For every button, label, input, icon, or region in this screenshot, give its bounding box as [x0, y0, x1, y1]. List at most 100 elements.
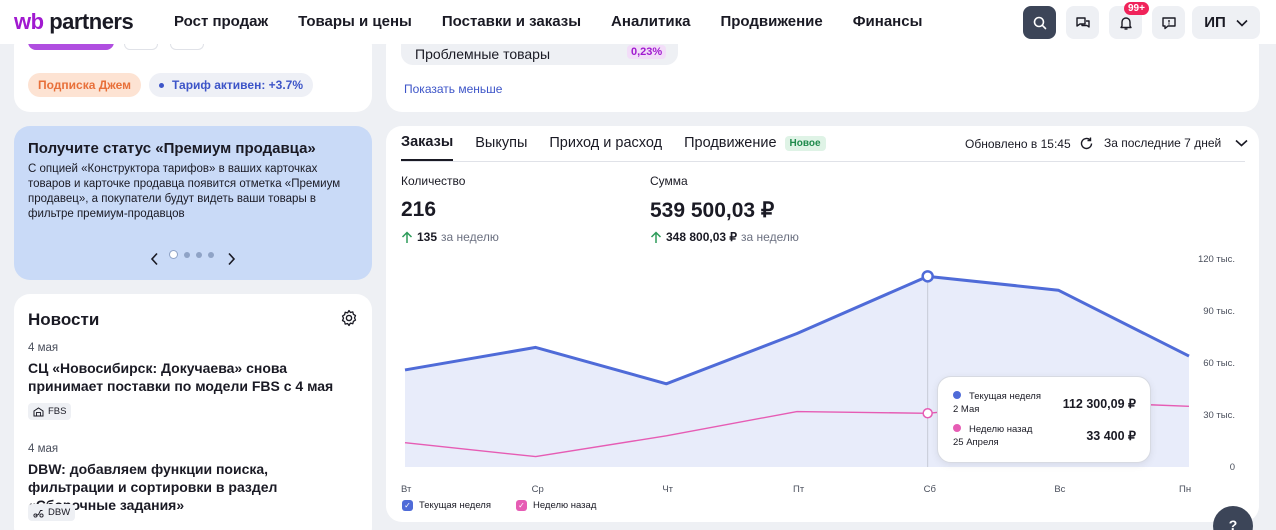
question-icon: ? [1228, 517, 1238, 530]
legend-current-label: Текущая неделя [419, 500, 491, 511]
tab-orders[interactable]: Заказы [401, 134, 454, 161]
new-badge: Новое [784, 136, 826, 151]
carousel-dot[interactable] [196, 251, 202, 258]
news-tag: FBS [28, 403, 72, 420]
problem-goods-label: Проблемные товары [415, 46, 551, 62]
y-tick-label: 60 тыс. [1203, 358, 1235, 369]
tooltip-current-date: 2 Мая [953, 404, 980, 415]
search-button[interactable] [1023, 6, 1056, 39]
chat-icon [1075, 16, 1090, 28]
chat-button[interactable] [1066, 6, 1099, 39]
sum-value: 539 500,03 ₽ [650, 199, 775, 222]
stats-tabs: Заказы Выкупы Приход и расход Продвижени… [401, 134, 826, 161]
feedback-icon [1161, 16, 1176, 29]
status-dot [159, 82, 164, 88]
quantity-value: 216 [401, 198, 437, 221]
refresh-icon[interactable] [1079, 136, 1094, 151]
tab-income-expense[interactable]: Приход и расход [549, 135, 663, 151]
sum-delta: 348 800,03 ₽ за неделю [650, 230, 799, 244]
news-headline[interactable]: DBW: добавляем функции поиска, фильтраци… [28, 461, 278, 513]
user-menu-button[interactable]: ИП [1192, 6, 1260, 39]
y-tick-label: 0 [1230, 462, 1235, 473]
logo-name: partners [49, 9, 134, 34]
y-tick-label: 90 тыс. [1203, 306, 1235, 317]
x-tick-label: Сб [924, 484, 937, 495]
chevron-down-icon [1235, 139, 1248, 147]
checkbox-checked-icon[interactable]: ✓ [402, 500, 413, 511]
gear-icon[interactable] [340, 309, 358, 327]
nav-analytics[interactable]: Аналитика [611, 13, 691, 30]
current-week-line [404, 274, 1190, 386]
news-tag-label: DBW [48, 507, 71, 518]
sum-delta-value: 348 800,03 ₽ [666, 230, 738, 244]
tabs-divider [401, 161, 1245, 162]
x-tick-label: Пн [1179, 484, 1191, 495]
tariff-status-pill: Тариф активен: +3.7% [149, 73, 314, 97]
chevron-right-icon[interactable] [226, 252, 236, 266]
nav-finance[interactable]: Финансы [852, 13, 923, 30]
chevron-left-icon[interactable] [150, 252, 160, 266]
news-headline[interactable]: СЦ «Новосибирск: Докучаева» снова приним… [28, 360, 334, 394]
news-tag: DBW [28, 504, 76, 521]
subscription-pill[interactable]: Подписка Джем [28, 73, 142, 97]
period-value: За последние 7 дней [1104, 136, 1222, 150]
tariff-tab[interactable] [170, 38, 204, 50]
tooltip-previous-name: Неделю назад [969, 424, 1033, 435]
show-less-link[interactable]: Показать меньше [404, 82, 503, 96]
nav-supplies[interactable]: Поставки и заказы [441, 13, 582, 30]
tariff-status-text: Тариф активен: +3.7% [172, 78, 304, 92]
x-tick-label: Чт [662, 484, 673, 495]
carousel-dot[interactable] [208, 251, 214, 258]
orders-stats-card: Заказы Выкупы Приход и расход Продвижени… [386, 126, 1259, 522]
quantity-delta-suffix: за неделю [441, 230, 499, 244]
period-select[interactable]: За последние 7 дней [1104, 136, 1248, 150]
news-date: 4 мая [28, 443, 59, 455]
nav-promotion[interactable]: Продвижение [720, 13, 823, 30]
current-week-marker [921, 270, 934, 283]
tooltip-current-name: Текущая неделя [969, 391, 1041, 402]
problem-goods-value: 0,23% [627, 45, 667, 59]
tooltip-previous-value: 33 400 ₽ [1086, 429, 1136, 443]
x-tick-label: Вс [1054, 484, 1065, 495]
sum-label: Сумма [650, 174, 688, 188]
tooltip-previous-date: 25 Апреля [953, 437, 999, 448]
current-week-dot [953, 391, 961, 399]
x-tick-label: Пт [793, 484, 805, 495]
checkbox-checked-icon[interactable]: ✓ [516, 500, 527, 511]
x-tick-label: Вт [401, 484, 412, 495]
news-card: Новости 4 мая СЦ «Новосибирск: Докучаева… [14, 294, 372, 530]
user-initials: ИП [1204, 14, 1226, 31]
tab-promotion[interactable]: Продвижение [684, 135, 777, 151]
nav-growth[interactable]: Рост продаж [174, 13, 269, 30]
main-nav: Рост продаж Товары и цены Поставки и зак… [174, 13, 922, 30]
updated-text: Обновлено в 15:45 [965, 136, 1071, 151]
carousel-dot[interactable] [184, 251, 190, 258]
legend-current-week[interactable]: ✓ Текущая неделя [402, 500, 491, 511]
scooter-icon [33, 509, 44, 518]
y-tick-label: 30 тыс. [1203, 410, 1235, 421]
promo-text: С опцией «Конструктора тарифов» в ваших … [28, 163, 341, 220]
carousel-dot[interactable] [169, 250, 178, 259]
quantity-label: Количество [401, 174, 466, 188]
carousel-dots [169, 250, 214, 259]
promo-title: Получите статус «Премиум продавца» [28, 140, 316, 157]
news-title: Новости [28, 310, 100, 329]
legend-previous-week[interactable]: ✓ Неделю назад [516, 500, 596, 511]
search-icon [1033, 16, 1046, 29]
tariff-tab[interactable] [124, 38, 158, 50]
warehouse-icon [33, 406, 44, 416]
update-status: Обновлено в 15:45 [965, 136, 1094, 151]
y-tick-label: 120 тыс. [1198, 254, 1235, 265]
nav-products[interactable]: Товары и цены [298, 13, 412, 30]
previous-week-dot [953, 424, 961, 432]
arrow-up-icon [401, 230, 413, 243]
news-date: 4 мая [28, 342, 59, 354]
premium-promo-card[interactable]: Получите статус «Премиум продавца» С опц… [14, 126, 372, 280]
feedback-button[interactable] [1152, 6, 1185, 39]
logo-prefix: wb [14, 9, 44, 34]
chart-tooltip: Текущая неделя 2 Мая 112 300,09 ₽ Неделю… [937, 376, 1151, 463]
tab-buyouts[interactable]: Выкупы [475, 135, 528, 151]
bell-icon [1119, 16, 1132, 30]
notifications-badge: 99+ [1124, 2, 1149, 15]
logo[interactable]: wb partners [14, 9, 134, 35]
